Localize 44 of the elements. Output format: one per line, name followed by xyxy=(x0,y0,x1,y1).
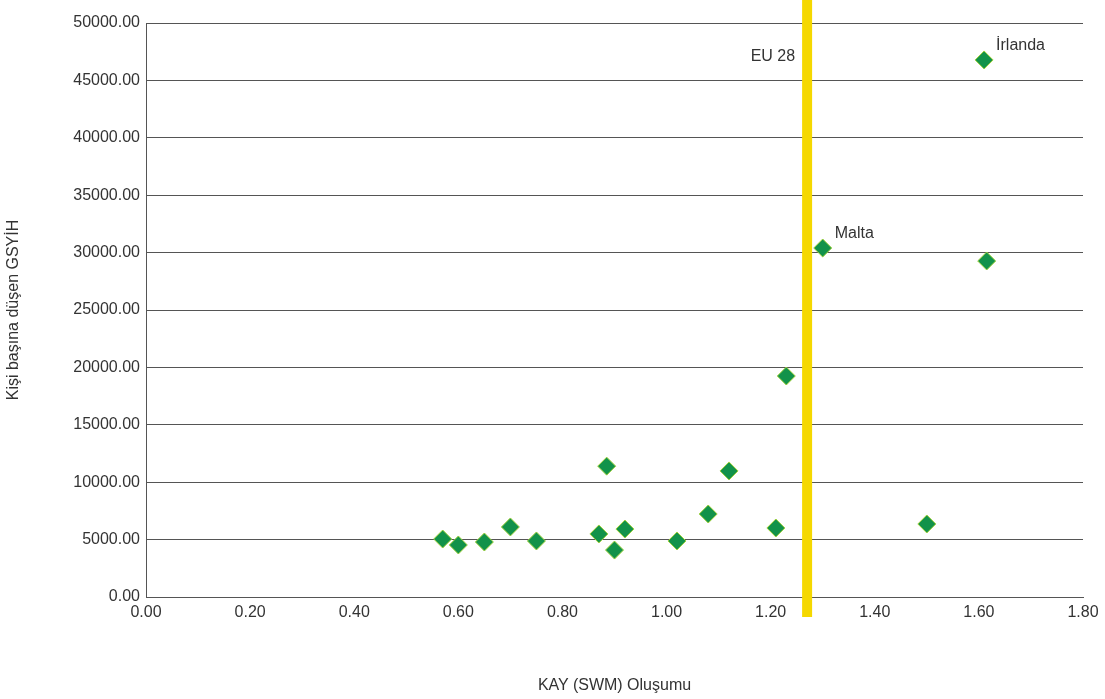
x-axis-title: KAY (SWM) Oluşumu xyxy=(537,675,692,693)
y-tick-label: 45000.00 xyxy=(73,70,141,88)
y-tick-label: 25000.00 xyxy=(73,300,141,318)
annotation: İrlanda xyxy=(996,35,1046,54)
y-tick-label: 30000.00 xyxy=(73,243,141,261)
y-tick-label: 20000.00 xyxy=(73,357,141,375)
x-tick-label: 1.20 xyxy=(755,603,787,621)
y-tick-label: 40000.00 xyxy=(73,128,141,146)
point xyxy=(526,531,546,551)
point xyxy=(605,540,624,560)
point xyxy=(433,529,453,549)
x-tick-label: 1.80 xyxy=(1067,603,1099,621)
point xyxy=(500,517,520,537)
point xyxy=(597,456,617,476)
y-tick-label: 35000.00 xyxy=(73,185,141,203)
x-tick-label: 0.80 xyxy=(546,603,579,621)
point xyxy=(474,532,494,552)
point xyxy=(615,519,635,539)
x-tick-label: 1.40 xyxy=(859,603,891,621)
x-tick-label: 0.40 xyxy=(338,603,370,621)
point xyxy=(766,518,786,538)
point xyxy=(719,461,739,481)
point xyxy=(977,251,997,271)
x-tick-label: 0.60 xyxy=(442,603,475,621)
point xyxy=(589,524,609,544)
x-tick-label: 0.20 xyxy=(234,603,266,621)
x-tick-label: 0.00 xyxy=(130,603,162,621)
y-tick-label: 15000.00 xyxy=(73,415,141,433)
y-tick-label: 5000.00 xyxy=(82,530,141,548)
x-tick-label: 1.60 xyxy=(963,603,995,621)
y-tick-label: 0.00 xyxy=(108,587,141,605)
point xyxy=(698,504,718,524)
point xyxy=(813,238,833,258)
ref-line-label: EU 28 xyxy=(750,47,796,65)
y-axis-title: Kişi başına düşen GSYİH xyxy=(3,219,22,401)
point xyxy=(776,366,796,386)
point xyxy=(667,531,687,551)
point xyxy=(974,50,994,70)
y-tick-label: 50000.00 xyxy=(73,13,141,31)
annotation: Malta xyxy=(834,224,874,242)
x-tick-label: 1.00 xyxy=(650,603,683,621)
y-tick-label: 10000.00 xyxy=(73,472,141,490)
point xyxy=(448,535,468,555)
point xyxy=(917,514,937,534)
